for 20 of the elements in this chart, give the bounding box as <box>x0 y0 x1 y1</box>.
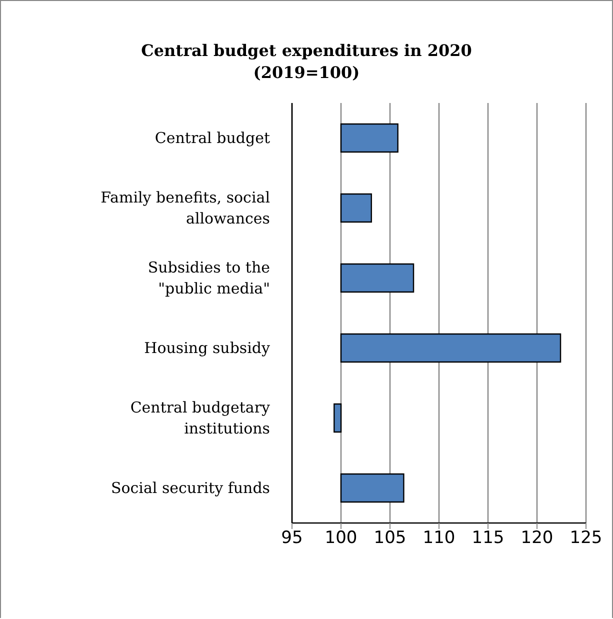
x-tick-label: 105 <box>374 528 406 548</box>
x-tick-label: 95 <box>281 528 303 548</box>
y-tick-label: Social security funds <box>110 479 270 497</box>
bar <box>340 193 372 223</box>
x-tick-label: 120 <box>520 528 554 548</box>
y-tick-label: Family benefits, social allowances <box>100 188 270 228</box>
x-tick-label: 100 <box>324 528 358 548</box>
chart-title: Central budget expenditures in 2020 (2019=100) <box>140 40 473 84</box>
y-tick-label: Central budgetary institutions <box>130 398 271 438</box>
bar <box>340 333 562 363</box>
y-tick-label: Central budget <box>154 129 270 147</box>
y-tick-label: Subsidies to the "public media" <box>148 258 270 298</box>
x-tick-label: 125 <box>570 528 602 548</box>
y-tick-label: Housing subsidy <box>144 339 271 357</box>
bar <box>340 123 398 153</box>
bar <box>334 403 342 433</box>
bar <box>340 473 404 503</box>
bar <box>340 263 414 293</box>
x-tick-label: 110 <box>422 528 456 548</box>
x-tick-label: 115 <box>472 528 504 548</box>
